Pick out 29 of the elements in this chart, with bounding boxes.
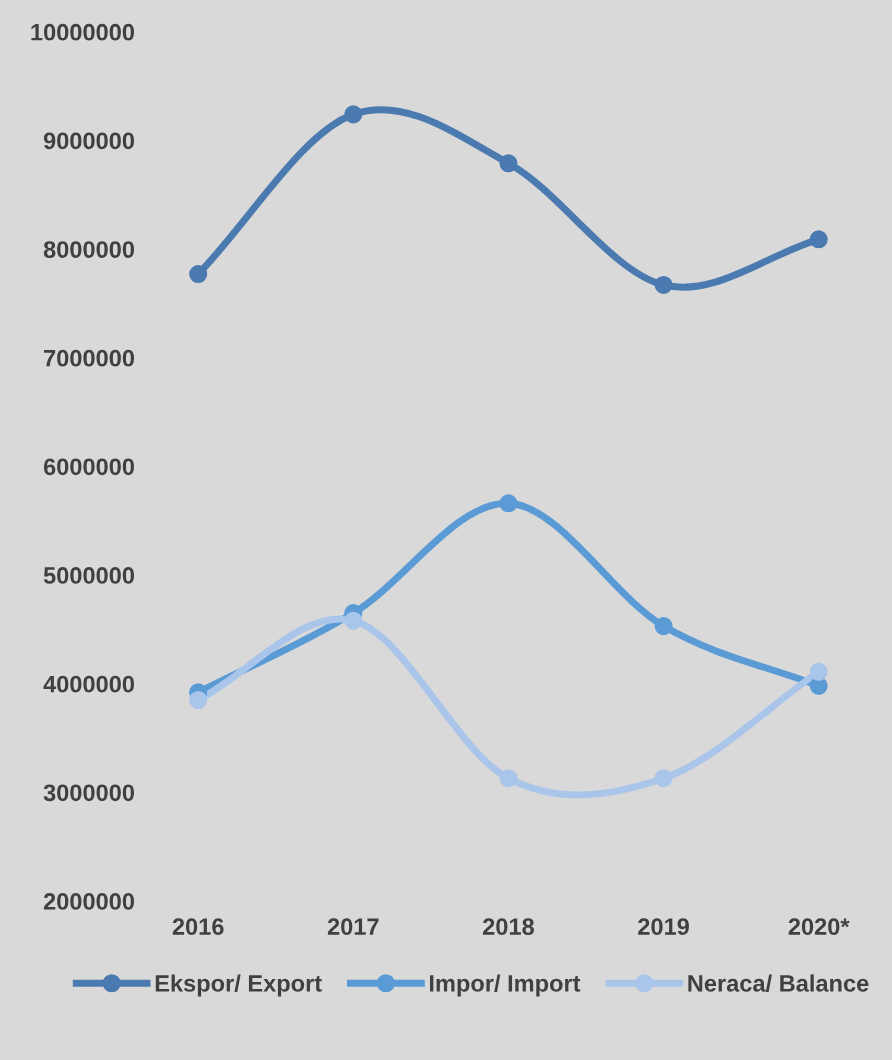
point <box>654 275 673 294</box>
y-tick-label: 2000000 <box>43 893 135 910</box>
y-tick-label: 6000000 <box>43 458 135 476</box>
point <box>654 769 673 788</box>
point <box>189 690 208 710</box>
x-tick-label: 2020* <box>788 918 850 936</box>
y-tick-label: 10000000 <box>31 23 135 41</box>
y-tick-label: 4000000 <box>43 675 135 693</box>
point <box>344 611 363 630</box>
point <box>499 494 518 513</box>
point <box>654 617 673 636</box>
x-tick-label: 2018 <box>483 918 534 936</box>
point <box>809 230 828 249</box>
point <box>809 662 828 681</box>
y-tick-label: 8000000 <box>43 241 135 258</box>
x-tick-label: 2016 <box>172 918 224 936</box>
point <box>344 105 363 124</box>
y-tick-label: 5000000 <box>43 567 135 584</box>
x-tick-label: 2019 <box>638 918 689 936</box>
point <box>189 265 208 284</box>
y-tick-label: 3000000 <box>43 784 135 802</box>
legend-label: Impor/ Import <box>429 974 581 997</box>
point <box>499 154 518 173</box>
y-tick-label: 9000000 <box>43 132 135 150</box>
point <box>499 769 518 788</box>
y-tick-label: 7000000 <box>44 349 135 367</box>
x-tick-label: 2017 <box>327 918 379 936</box>
legend-label: Ekspor/ Export <box>155 974 322 997</box>
legend-label: Neraca/ Balance <box>688 974 869 992</box>
